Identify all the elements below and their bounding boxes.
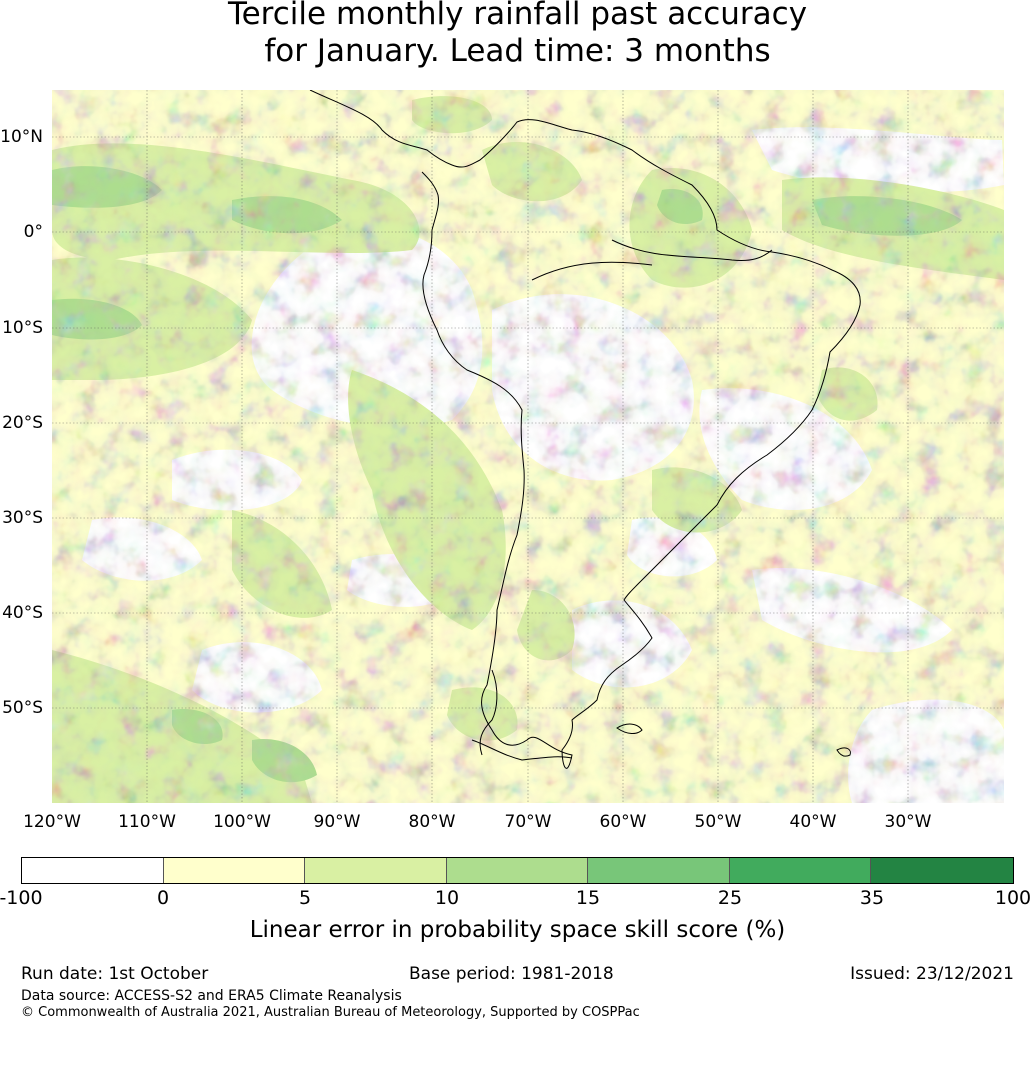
map-canvas bbox=[52, 90, 1004, 803]
title-line-1: Tercile monthly rainfall past accuracy bbox=[227, 0, 808, 32]
lat-label-40s: 40°S bbox=[2, 603, 43, 623]
lon-label-50w: 50°W bbox=[694, 812, 742, 832]
colorbar-label: Linear error in probability space skill … bbox=[249, 917, 786, 943]
skill-map bbox=[52, 90, 1004, 803]
colorbar-tick: 100 bbox=[994, 887, 1032, 909]
lon-label-60w: 60°W bbox=[599, 812, 647, 832]
colorbar bbox=[21, 857, 1014, 884]
lon-label-40w: 40°W bbox=[789, 812, 837, 832]
lat-label-10n: 10°N bbox=[0, 127, 43, 147]
colorbar-tick: -100 bbox=[0, 887, 43, 909]
colorbar-tick: 5 bbox=[298, 887, 312, 909]
coastline bbox=[309, 90, 861, 769]
colorbar-segment-25-35 bbox=[729, 858, 872, 883]
colorbar-tick: 0 bbox=[156, 887, 170, 909]
colorbar-tick: 10 bbox=[434, 887, 460, 909]
graticule bbox=[52, 90, 1004, 803]
colorbar-tick: 35 bbox=[859, 887, 885, 909]
colorbar-tick: 15 bbox=[575, 887, 601, 909]
lat-label-0: 0° bbox=[23, 222, 43, 242]
map-title: Tercile monthly rainfall past accuracy f… bbox=[0, 0, 1035, 70]
copyright: © Commonwealth of Australia 2021, Austra… bbox=[21, 1005, 640, 1020]
colorbar-segment-neg bbox=[22, 858, 164, 883]
lat-label-20s: 20°S bbox=[2, 413, 43, 433]
issued-date: Issued: 23/12/2021 bbox=[850, 964, 1014, 984]
data-source: Data source: ACCESS-S2 and ERA5 Climate … bbox=[21, 988, 402, 1004]
lat-label-50s: 50°S bbox=[2, 698, 43, 718]
skill-texture bbox=[52, 90, 1004, 803]
colorbar-segment-5-10 bbox=[305, 858, 448, 883]
colorbar-segment-35-100 bbox=[871, 858, 1014, 883]
colorbar-segment-10-15 bbox=[447, 858, 588, 883]
lon-label-80w: 80°W bbox=[408, 812, 456, 832]
run-date: Run date: 1st October bbox=[21, 964, 209, 984]
base-period: Base period: 1981-2018 bbox=[409, 964, 614, 984]
lat-label-30s: 30°S bbox=[2, 508, 43, 528]
lon-label-110w: 110°W bbox=[118, 812, 176, 832]
title-line-2: for January. Lead time: 3 months bbox=[264, 33, 771, 69]
colorbar-tick: 25 bbox=[717, 887, 743, 909]
colorbar-segment-15-25 bbox=[587, 858, 730, 883]
colorbar-segment-0-5 bbox=[163, 858, 306, 883]
lon-label-70w: 70°W bbox=[504, 812, 552, 832]
lon-label-100w: 100°W bbox=[213, 812, 271, 832]
lon-label-120w: 120°W bbox=[23, 812, 81, 832]
lon-label-90w: 90°W bbox=[313, 812, 361, 832]
lat-label-10s: 10°S bbox=[2, 318, 43, 338]
lon-label-30w: 30°W bbox=[884, 812, 932, 832]
